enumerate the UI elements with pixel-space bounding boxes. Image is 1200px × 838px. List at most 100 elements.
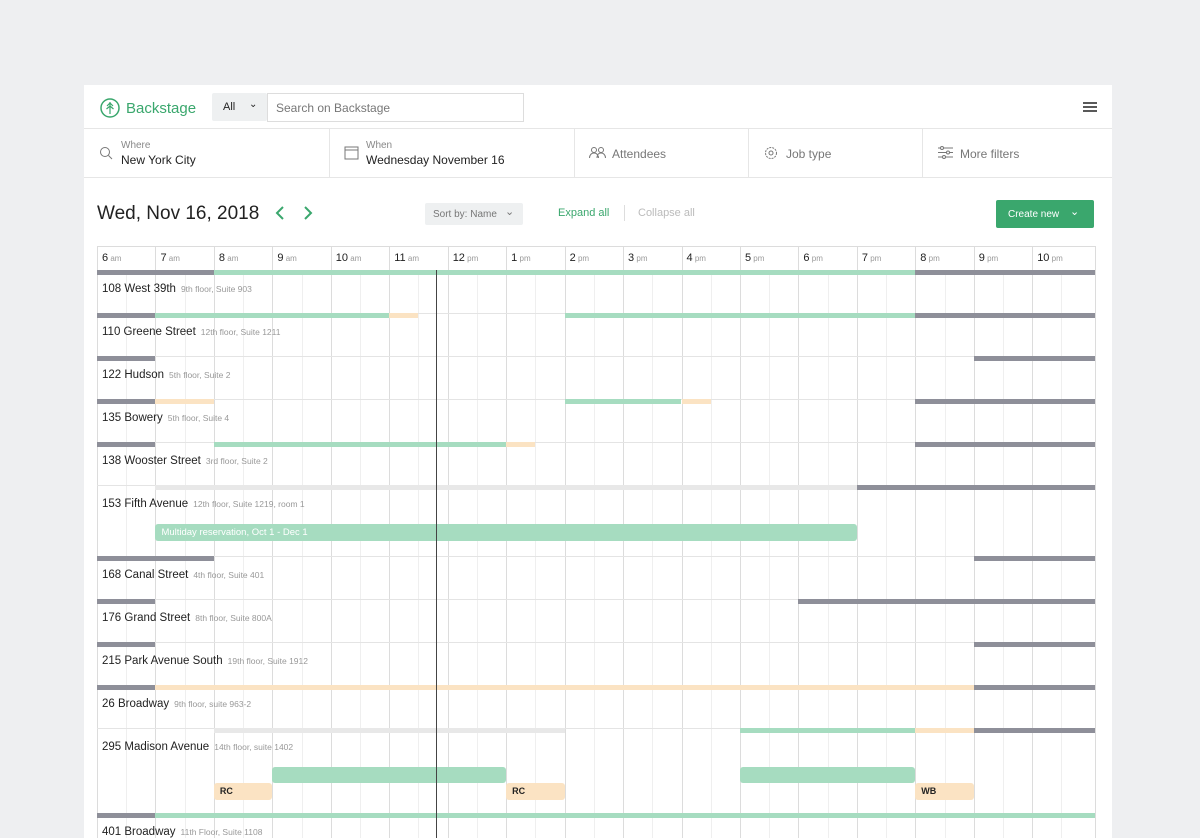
- hour-label: 1 pm: [511, 252, 531, 264]
- row-detail: 8th floor, Suite 800A: [195, 613, 272, 623]
- period: pm: [464, 254, 479, 263]
- row-detail: 5th floor, Suite 4: [167, 413, 230, 423]
- now-line: [436, 270, 437, 838]
- availability-bar: [564, 313, 916, 318]
- booking-tag: RC: [506, 783, 565, 800]
- search-box[interactable]: Search on Backstage: [267, 93, 524, 122]
- availability-bar: [739, 728, 916, 733]
- timeline: 6 am 7 am 8 am 9 am 10 am 11 am 12 pm 1 pm 2 pm 3…: [84, 85, 1112, 838]
- period: pm: [926, 254, 940, 263]
- availability-bar: [973, 556, 1095, 561]
- availability-bar: [97, 399, 156, 404]
- availability-bar: [973, 356, 1095, 361]
- availability-bar: [97, 442, 156, 447]
- caret: ⌄: [505, 206, 515, 218]
- expand-all[interactable]: Expand all: [558, 207, 610, 219]
- row-detail: 9th floor, Suite 903: [180, 284, 252, 294]
- row-name: 26 Broadway 9th floor, suite 963-2: [102, 698, 252, 710]
- row-line: [97, 485, 1095, 486]
- row-detail: 5th floor, Suite 2: [169, 370, 231, 380]
- hour-line: [155, 246, 157, 838]
- hour-label: 8 am: [218, 252, 239, 264]
- row-detail: 4th floor, Suite 401: [193, 570, 265, 580]
- hour-label: 5 pm: [744, 252, 765, 264]
- row-line: [97, 642, 1095, 643]
- hour-line: [97, 246, 98, 838]
- filter-more[interactable]: More filters: [922, 129, 1112, 177]
- menu-icon[interactable]: [1083, 101, 1097, 113]
- availability-bar: [973, 642, 1095, 647]
- gear-icon: [765, 147, 777, 159]
- availability-bar: [915, 270, 1095, 275]
- scope-select[interactable]: All ⌄: [212, 93, 267, 121]
- collapse-all[interactable]: Collapse all: [638, 207, 695, 219]
- row-line: [97, 270, 1095, 271]
- row-line: [97, 442, 1095, 443]
- filter-where[interactable]: Where New York City: [84, 129, 330, 177]
- period: am: [108, 254, 122, 263]
- filter-label: Attendees: [612, 147, 667, 161]
- availability-bar: [506, 442, 536, 447]
- row-detail: 12th floor, Suite 1211: [200, 327, 281, 337]
- hour-line: [623, 246, 625, 838]
- grid-right: [1095, 246, 1096, 838]
- availability-bar: [155, 313, 390, 318]
- period: pm: [984, 254, 999, 263]
- hour-line: [506, 246, 508, 838]
- row-detail: 14th floor, suite 1402: [214, 742, 294, 752]
- hour-label: 12 pm: [452, 252, 479, 264]
- availability-bar: [915, 313, 1095, 318]
- brand: Backstage: [126, 100, 197, 117]
- hour-label: 8 pm: [920, 252, 940, 264]
- filter-attendees[interactable]: Attendees: [574, 129, 749, 177]
- hour-line: [272, 246, 274, 838]
- hour-label: 11 am: [394, 252, 420, 264]
- caret: ⌄: [249, 99, 258, 110]
- row-line: [97, 356, 1095, 357]
- filter-label: Where: [121, 140, 151, 151]
- availability-bar: [213, 728, 565, 733]
- row-detail: 3rd floor, Suite 2: [205, 456, 268, 466]
- create-button[interactable]: Create new ⌄: [996, 200, 1094, 228]
- availability-bar: [97, 356, 156, 361]
- hour-line: [389, 246, 391, 838]
- hour-label: 10 pm: [1037, 252, 1063, 264]
- availability-bar: [681, 399, 711, 404]
- hour-line: [856, 246, 858, 838]
- availability-bar: [155, 813, 1095, 818]
- row-name: 108 West 39th 9th floor, Suite 903: [102, 283, 252, 295]
- availability-bar: [97, 313, 156, 318]
- next-button[interactable]: [304, 206, 313, 220]
- prev-button[interactable]: [275, 206, 284, 220]
- scope: All: [223, 101, 236, 113]
- filter-job-type[interactable]: Job type: [748, 129, 923, 177]
- row-name: 110 Greene Street 12th floor, Suite 1211: [102, 326, 281, 338]
- row-line: [97, 685, 1095, 686]
- period: pm: [692, 254, 706, 263]
- row-name: 138 Wooster Street 3rd floor, Suite 2: [102, 455, 268, 467]
- hour-line: [564, 246, 566, 838]
- booking-tag: WB: [915, 783, 974, 800]
- period: pm: [1049, 254, 1063, 263]
- availability-bar: [973, 685, 1095, 690]
- half-hour-line: [126, 270, 128, 838]
- row-name: 122 Hudson 5th floor, Suite 2: [102, 369, 231, 381]
- availability-bar: [856, 485, 1095, 490]
- current-date: Wed, Nov 16, 2018: [97, 203, 260, 224]
- half-hour-line: [652, 270, 654, 838]
- sort-select[interactable]: Sort by: Name ⌄: [425, 203, 523, 225]
- half-hour-line: [827, 270, 829, 838]
- period: pm: [634, 254, 648, 263]
- date-nav: [275, 206, 313, 220]
- half-hour-line: [710, 270, 712, 838]
- period: pm: [867, 254, 882, 263]
- filter-value: New York City: [121, 153, 196, 167]
- hour-label: 10 am: [335, 252, 362, 264]
- hour-label: 6 am: [102, 252, 122, 264]
- logo: [100, 98, 120, 118]
- period: am: [225, 254, 239, 263]
- hour-label: 7 am: [160, 252, 180, 264]
- filter-when[interactable]: When Wednesday November 16: [329, 129, 575, 177]
- booking-tag: RC: [213, 783, 273, 800]
